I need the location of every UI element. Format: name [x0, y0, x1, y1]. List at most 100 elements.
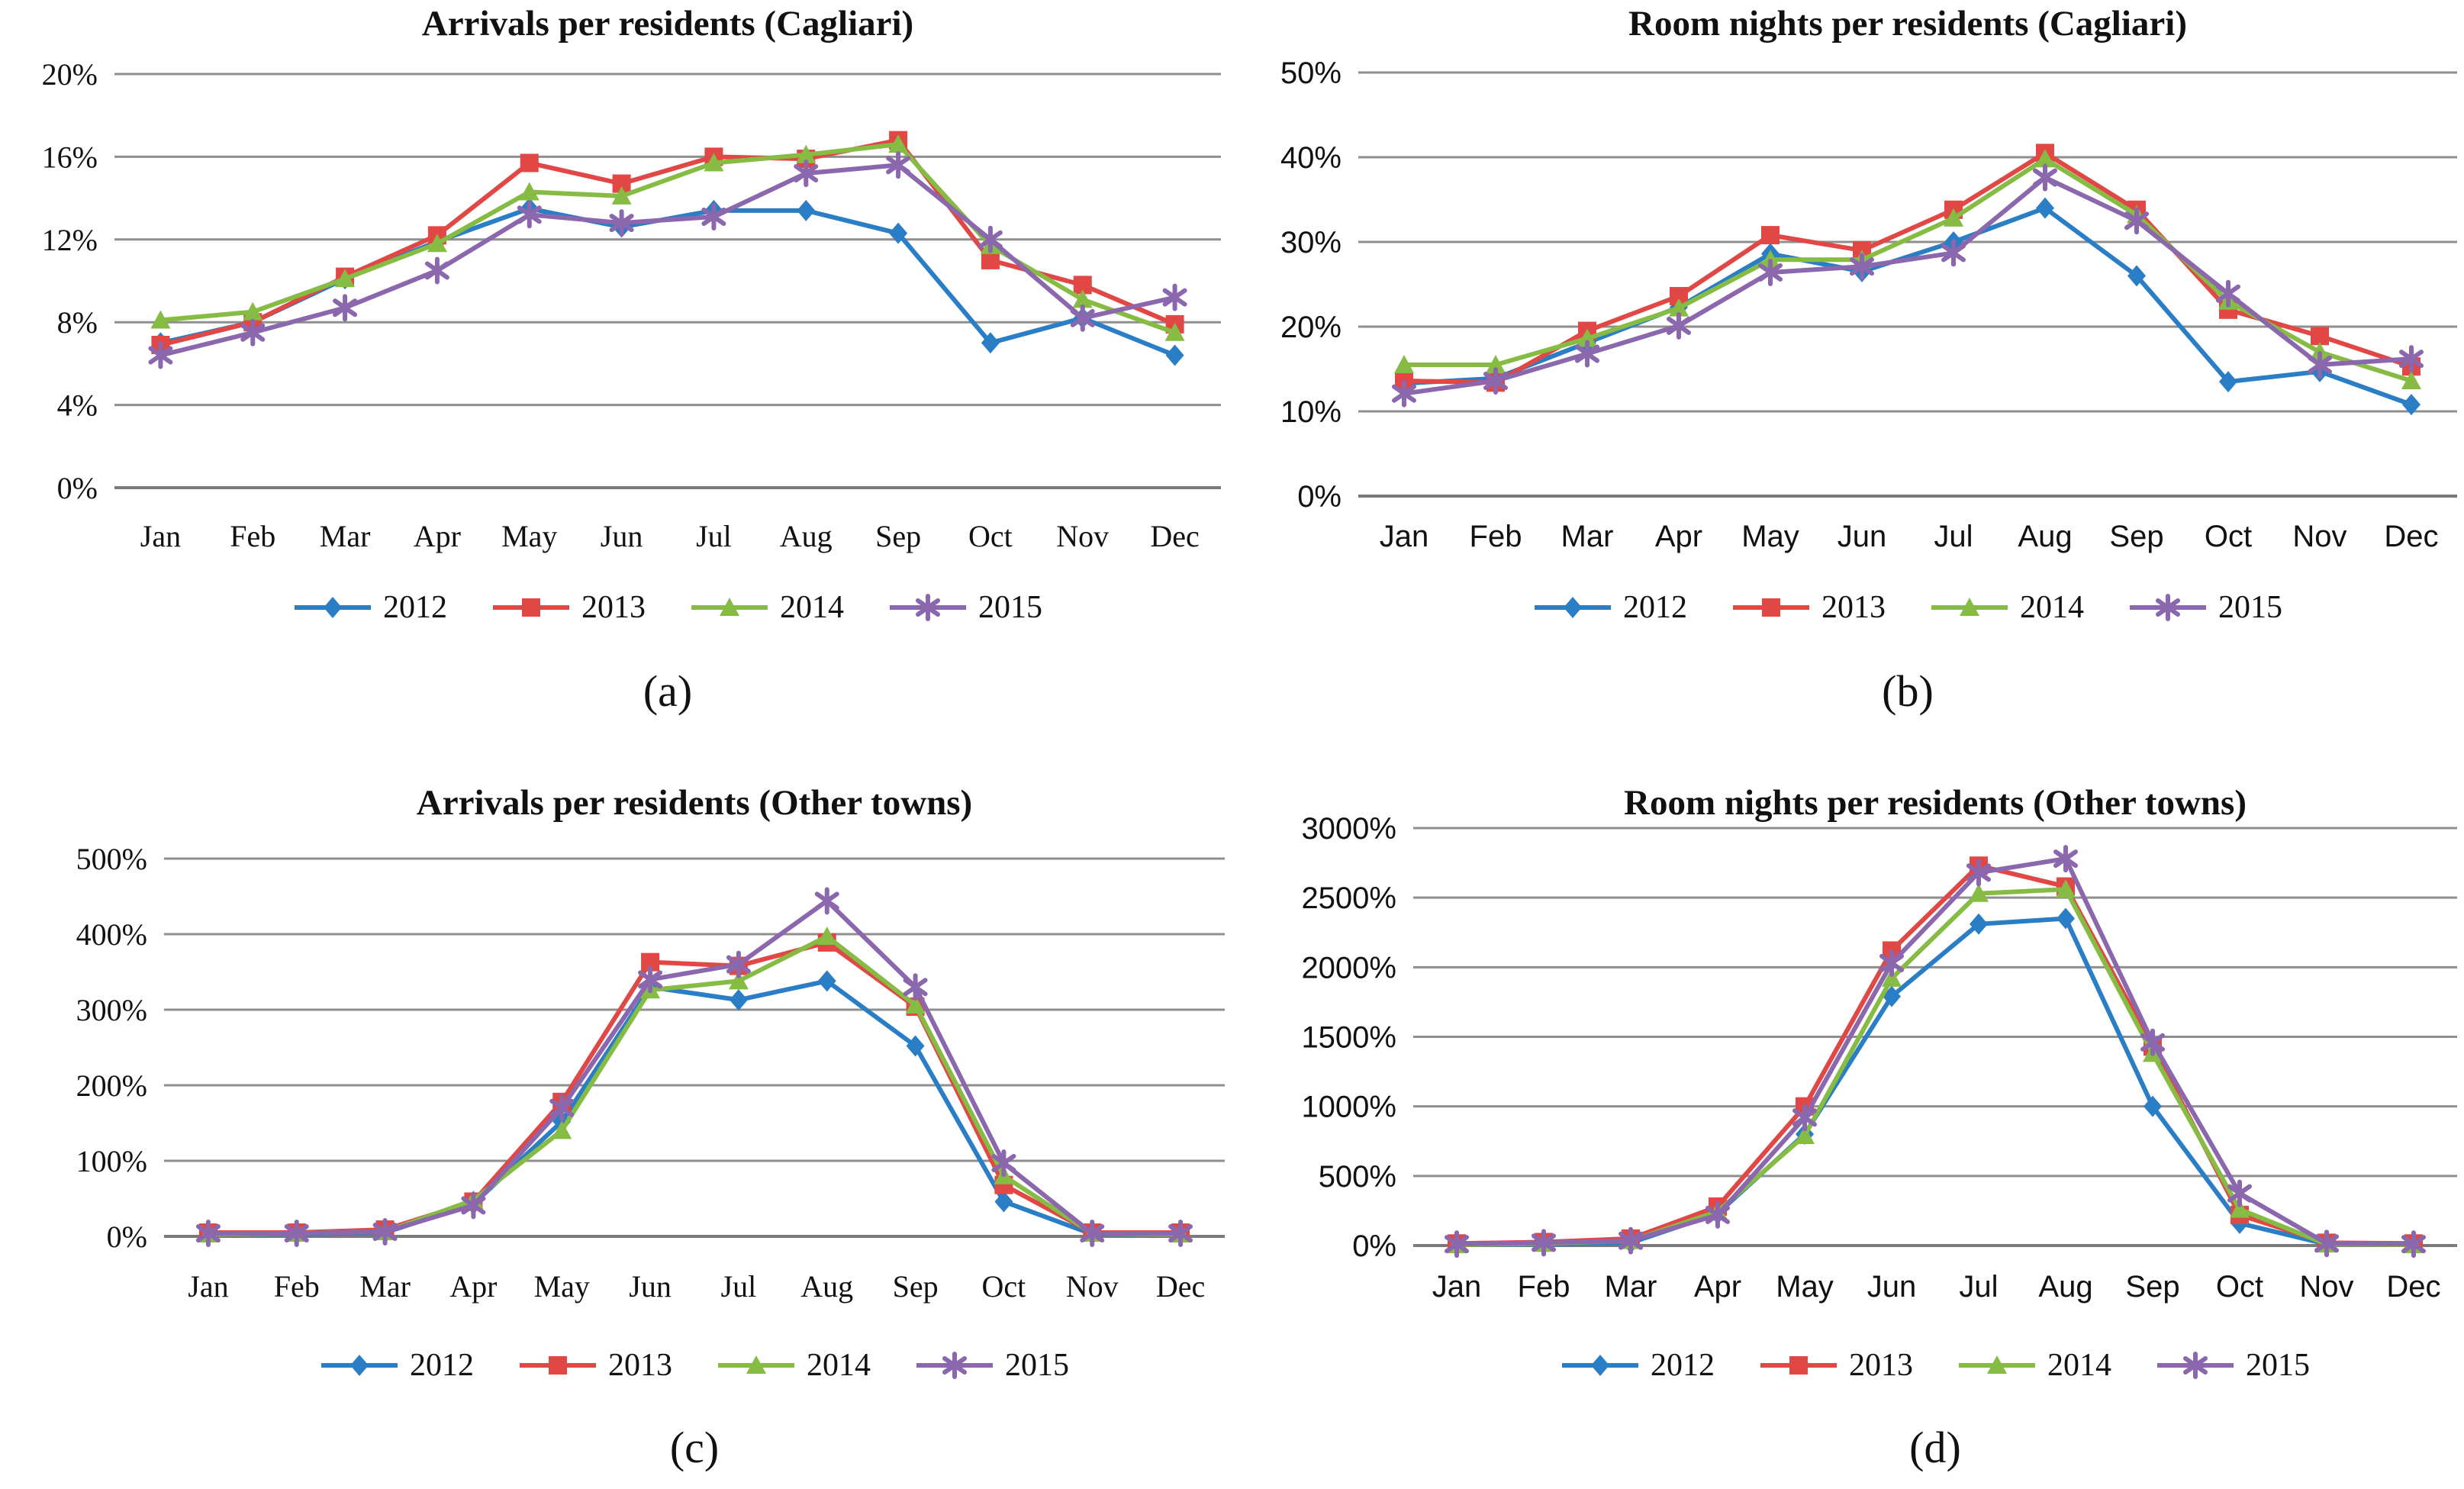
data-point-marker	[2230, 1199, 2250, 1218]
legend-item-2013: 2013	[1759, 1347, 1913, 1384]
data-point-marker	[1392, 379, 1416, 408]
legend-marker-glyph	[324, 597, 342, 618]
data-point-marker	[148, 341, 173, 369]
data-point-marker	[906, 1035, 925, 1057]
y-tick-labels: 0% 100% 200% 300% 400% 500%	[76, 842, 147, 1254]
gridlines	[1413, 827, 2457, 1247]
x-tick-label: Oct	[968, 519, 1013, 553]
legend-square-marker-icon	[1760, 1356, 1837, 1375]
y-tick-label: 12%	[42, 223, 98, 257]
legend-label: 2015	[978, 590, 1042, 625]
legend-star-marker-icon	[916, 1352, 993, 1379]
legend-marker-glyph	[2183, 1352, 2208, 1379]
x-tick-label: Mar	[359, 1269, 411, 1304]
data-point-marker	[905, 995, 926, 1014]
x-tick-label: Feb	[274, 1269, 320, 1304]
legend-diamond-marker-icon	[1562, 1355, 1638, 1376]
x-tick-label: Jan	[1380, 520, 1429, 553]
legend-diamond-marker-icon	[1535, 597, 1611, 618]
data-point-marker	[1970, 913, 1988, 935]
data-point-marker	[888, 134, 909, 153]
chart-legend: 2012 2013 2014 2015	[1374, 589, 2442, 626]
chart-caption: (a)	[643, 666, 693, 716]
y-tick-label: 0%	[57, 471, 98, 505]
x-tick-label: Sep	[875, 519, 921, 553]
series-2013	[151, 131, 1184, 355]
y-tick-label: 0%	[1297, 480, 1342, 514]
data-point-marker	[817, 926, 837, 945]
legend-label: 2013	[581, 590, 646, 625]
legend-marker-glyph	[1960, 598, 1979, 616]
chart-title: Arrivals per residents (Cagliari)	[421, 4, 914, 44]
x-tick-label: Jun	[1838, 520, 1887, 553]
legend-item-2015: 2015	[915, 1347, 1069, 1384]
legend-item-2015: 2015	[888, 589, 1042, 626]
data-point-marker	[1394, 354, 1414, 373]
x-tick-label: Dec	[2384, 520, 2438, 553]
data-point-marker	[1969, 883, 1989, 902]
data-point-marker	[1667, 311, 1691, 340]
legend-marker-glyph	[1987, 1355, 2007, 1374]
data-point-marker	[2219, 371, 2237, 393]
series-2014	[1447, 879, 2424, 1254]
x-month-labels: Jan Feb Mar Apr May Jun Jul Aug Sep Oct Nov Dec	[188, 1269, 1205, 1304]
data-point-marker	[2401, 1230, 2426, 1259]
data-point-marker	[1486, 354, 1506, 373]
y-tick-label: 4%	[57, 388, 98, 423]
data-point-marker	[994, 1191, 1013, 1213]
y-tick-label: 30%	[1280, 226, 1342, 259]
data-point-marker	[991, 1149, 1016, 1177]
series-2015	[195, 887, 1193, 1248]
x-tick-label: Dec	[1150, 519, 1199, 553]
legend-label: 2014	[780, 590, 844, 625]
data-point-marker	[2308, 350, 2332, 379]
x-month-labels: Jan Feb Mar Apr May Jun Jul Aug Sep Oct Nov Dec	[1432, 1270, 2441, 1304]
legend-label: 2012	[1623, 590, 1687, 625]
data-point-marker	[1532, 1229, 1556, 1257]
x-tick-label: Apr	[1655, 520, 1702, 553]
data-point-marker	[2053, 845, 2078, 873]
chart-panel-d: Room nights per residents (Other towns) …	[1232, 744, 2464, 1488]
x-tick-label: Oct	[2216, 1270, 2263, 1304]
x-tick-label: Oct	[982, 1269, 1026, 1304]
chart-plot: 0% 10% 20% 30% 40% 50% Jan Feb Mar Apr May Jun Jul Au…	[1280, 56, 2457, 553]
data-point-marker	[1483, 367, 1508, 395]
x-tick-label: Apr	[414, 519, 461, 553]
data-point-marker	[2057, 907, 2075, 930]
data-point-marker	[517, 201, 542, 229]
x-tick-label: Jan	[140, 519, 181, 553]
legend-marker-glyph	[720, 598, 739, 616]
data-point-marker	[1070, 304, 1095, 332]
legend-marker-glyph	[1762, 598, 1780, 617]
x-tick-label: Jun	[1867, 1270, 1917, 1304]
x-tick-label: May	[534, 1269, 590, 1304]
y-tick-label: 1000%	[1301, 1091, 1396, 1124]
data-point-marker	[981, 332, 1000, 354]
y-tick-label: 200%	[76, 1068, 147, 1103]
x-tick-label: Sep	[2125, 1270, 2179, 1304]
gridlines	[164, 857, 1225, 1238]
data-point-marker	[1080, 1220, 1105, 1248]
data-point-marker	[817, 970, 836, 992]
data-point-marker	[552, 1120, 572, 1139]
legend-label: 2013	[1821, 590, 1886, 625]
series-line-2015	[159, 163, 1176, 358]
series-2012	[151, 198, 1184, 366]
x-tick-label: Apr	[1694, 1270, 1741, 1304]
chart-panel-a: Arrivals per residents (Cagliari) 0% 4% 8%…	[0, 0, 1232, 744]
data-point-marker	[424, 256, 449, 285]
x-tick-label: Oct	[2205, 520, 2252, 553]
legend-marker-glyph	[942, 1352, 967, 1379]
chart-legend: 2012 2013 2014 2015	[160, 1347, 1229, 1384]
legend-square-marker-icon	[493, 598, 569, 617]
x-tick-label: May	[1741, 520, 1799, 553]
series-line-2015	[208, 898, 1181, 1236]
x-tick-label: Feb	[230, 519, 275, 553]
data-point-marker	[1168, 1220, 1193, 1248]
legend-item-2014: 2014	[1930, 589, 2084, 626]
y-tick-label: 20%	[42, 57, 98, 92]
legend-marker-glyph	[350, 1355, 369, 1376]
y-tick-label: 0%	[1352, 1230, 1396, 1263]
legend-marker-glyph	[549, 1356, 567, 1375]
data-point-marker	[1883, 985, 1901, 1007]
